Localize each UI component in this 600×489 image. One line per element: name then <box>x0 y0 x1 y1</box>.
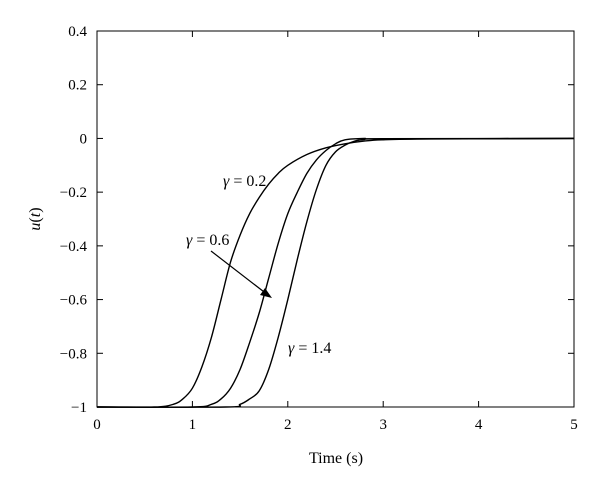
y-tick-label: 0.4 <box>68 24 87 40</box>
y-tick-label: −0.4 <box>60 239 88 255</box>
x-tick-label: 4 <box>475 417 483 433</box>
annotation-arrow-head <box>260 288 272 298</box>
y-tick-label: −1 <box>71 400 87 416</box>
series-lines <box>96 137 575 408</box>
y-tick-label: −0.8 <box>60 346 87 362</box>
x-tick-label: 3 <box>379 417 387 433</box>
y-tick-label: −0.6 <box>60 293 88 309</box>
x-tick-label: 0 <box>93 417 101 433</box>
series-annotations: γ = 0.2 γ = 0.6 γ = 1.4 <box>186 173 331 357</box>
series-line-2 <box>96 137 575 408</box>
x-tick-label: 5 <box>570 417 578 433</box>
y-axis-title: u(t) <box>27 207 44 230</box>
plot-frame <box>96 30 575 408</box>
series-line-0 <box>96 137 575 408</box>
x-tick-label: 1 <box>189 417 197 433</box>
axis-ticks: 0 1 2 3 4 5 0.4 0.2 0 −0.2 −0.4 −0.6 −0.8 −1 <box>60 24 578 433</box>
annotation-gamma-0-6: γ = 0.6 <box>186 232 229 249</box>
x-tick-label: 2 <box>284 417 292 433</box>
annotation-gamma-1-4: γ = 1.4 <box>288 340 331 357</box>
y-tick-label: 0.2 <box>68 78 87 94</box>
annotation-arrow-line <box>210 250 269 296</box>
series-line-1 <box>96 137 575 408</box>
y-tick-label: −0.2 <box>60 185 87 201</box>
y-tick-label: 0 <box>80 131 88 147</box>
x-axis-title: Time (s) <box>309 450 363 467</box>
annotation-gamma-0-2: γ = 0.2 <box>223 173 266 190</box>
